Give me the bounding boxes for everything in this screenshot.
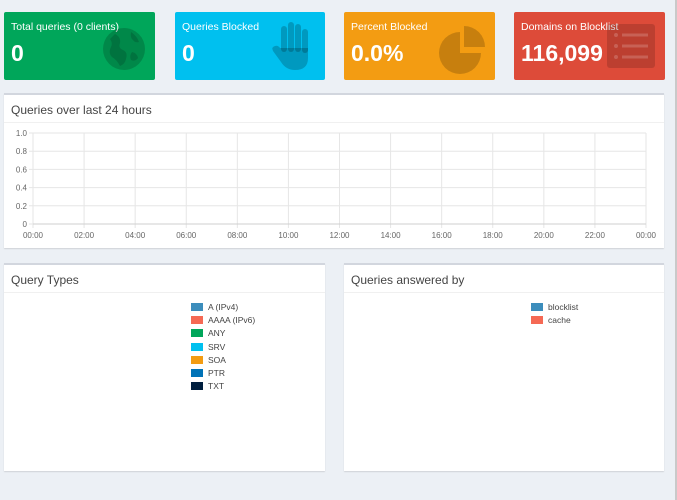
queries-blocked-label: Queries Blocked [182,21,260,33]
domains-blocklist-label: Domains on Blocklist [521,21,619,33]
queries-answered-legend: blocklist cache [531,300,578,327]
legend-swatch [191,355,203,364]
query-types-title: Query Types [11,273,79,287]
legend-item-a-ipv4[interactable]: A (IPv4) [191,300,255,313]
divider [344,292,664,293]
legend-item-srv[interactable]: SRV [191,340,255,353]
x-tick-label: 14:00 [381,231,402,240]
legend-item-ptr[interactable]: PTR [191,366,255,379]
legend-label: ANY [208,328,226,339]
y-tick-label: 1.0 [16,129,28,138]
legend-swatch [191,302,203,311]
queries-answered-title: Queries answered by [351,273,465,287]
legend-swatch [531,315,543,324]
x-tick-label: 06:00 [176,231,197,240]
x-tick-label: 12:00 [329,231,350,240]
x-tick-label: 20:00 [534,231,555,240]
queries-chart-title: Queries over last 24 hours [11,103,152,117]
queries-blocked-tile: Queries Blocked 0 [175,12,325,80]
domains-blocklist-tile: Domains on Blocklist 116,099 [514,12,665,80]
legend-swatch [191,329,203,338]
percent-blocked-label: Percent Blocked [351,21,428,33]
query-types-box: Query Types A (IPv4) AAAA (IPv6) ANY SRV… [4,263,325,471]
pie-chart-icon [439,26,485,74]
divider [4,122,664,123]
queries-line-chart[interactable]: 1.0 0.8 0.6 0.4 0.2 0 00:00 02:00 04:00 06:00 08:0… [4,95,664,250]
legend-label: A (IPv4) [208,301,239,312]
list-icon [607,24,655,68]
legend-label: TXT [208,381,225,392]
query-types-legend: A (IPv4) AAAA (IPv6) ANY SRV SOA PTR TXT [191,300,255,393]
x-tick-label: 22:00 [585,231,606,240]
window-edge [675,0,677,500]
legend-label: AAAA (IPv6) [208,314,256,325]
hand-icon [272,22,308,70]
globe-icon [103,28,145,70]
x-tick-label: 16:00 [432,231,453,240]
total-queries-value: 0 [11,40,24,66]
legend-swatch [191,315,203,324]
queries-blocked-value: 0 [182,40,195,66]
legend-label: SRV [208,341,226,352]
legend-label: SOA [208,354,226,365]
percent-blocked-value: 0.0% [351,40,404,66]
y-tick-label: 0.6 [16,165,28,174]
legend-item-blocklist[interactable]: blocklist [531,300,578,313]
percent-blocked-tile: Percent Blocked 0.0% [344,12,495,80]
x-tick-label: 04:00 [125,231,146,240]
legend-item-aaaa-ipv6[interactable]: AAAA (IPv6) [191,313,255,326]
total-queries-label: Total queries (0 clients) [11,21,119,33]
x-tick-label: 00:00 [636,231,657,240]
y-tick-label: 0.2 [16,202,28,211]
legend-item-any[interactable]: ANY [191,327,255,340]
domains-blocklist-value: 116,099 [521,40,603,66]
x-tick-label: 02:00 [74,231,95,240]
x-tick-label: 10:00 [278,231,299,240]
legend-swatch [191,342,203,351]
total-queries-tile: Total queries (0 clients) 0 [4,12,155,80]
legend-item-soa[interactable]: SOA [191,353,255,366]
legend-swatch [191,369,203,378]
legend-label: cache [548,314,571,325]
legend-label: blocklist [548,301,579,312]
x-tick-label: 18:00 [483,231,504,240]
y-tick-label: 0.8 [16,147,28,156]
x-tick-label: 08:00 [227,231,248,240]
legend-item-cache[interactable]: cache [531,313,578,326]
divider [4,292,325,293]
legend-swatch [191,382,203,391]
queries-answered-box: Queries answered by blocklist cache [344,263,664,471]
y-tick-label: 0.4 [16,184,28,193]
queries-chart-box: Queries over last 24 hours 1.0 0.8 0.6 0.4 0… [4,93,664,248]
legend-swatch [531,302,543,311]
legend-label: PTR [208,368,225,379]
legend-item-txt[interactable]: TXT [191,380,255,393]
x-tick-label: 00:00 [23,231,44,240]
y-tick-label: 0 [23,220,28,229]
